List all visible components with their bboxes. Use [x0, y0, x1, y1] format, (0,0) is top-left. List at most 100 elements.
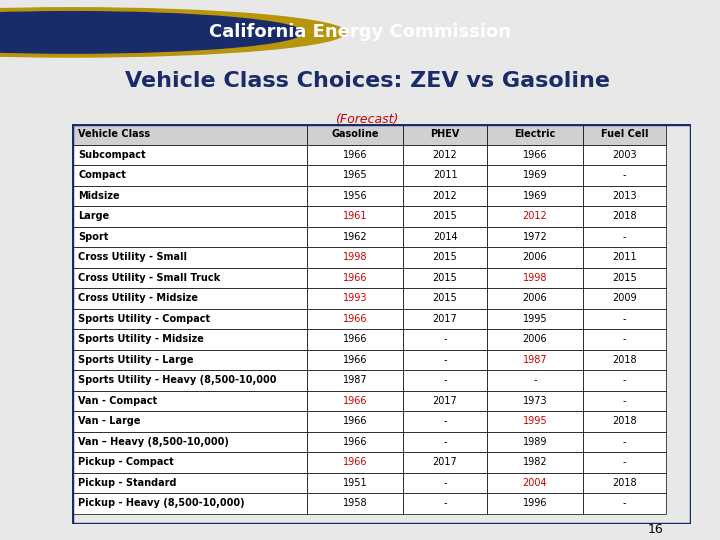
Text: California Energy Commission: California Energy Commission: [209, 23, 511, 42]
FancyBboxPatch shape: [307, 247, 403, 268]
FancyBboxPatch shape: [403, 247, 487, 268]
Text: 1987: 1987: [523, 355, 547, 365]
FancyBboxPatch shape: [582, 472, 667, 493]
Text: 1998: 1998: [523, 273, 547, 283]
FancyBboxPatch shape: [307, 268, 403, 288]
Text: 2017: 2017: [433, 457, 457, 467]
Text: -: -: [444, 355, 447, 365]
Text: Vehicle Class: Vehicle Class: [78, 130, 150, 139]
FancyBboxPatch shape: [72, 268, 307, 288]
FancyBboxPatch shape: [307, 472, 403, 493]
Text: 1958: 1958: [343, 498, 368, 508]
Text: 2017: 2017: [433, 396, 457, 406]
Text: Compact: Compact: [78, 171, 126, 180]
Text: 1966: 1966: [523, 150, 547, 160]
FancyBboxPatch shape: [72, 370, 307, 390]
FancyBboxPatch shape: [307, 390, 403, 411]
FancyBboxPatch shape: [487, 288, 582, 309]
FancyBboxPatch shape: [403, 390, 487, 411]
FancyBboxPatch shape: [72, 165, 307, 186]
Text: 1951: 1951: [343, 478, 368, 488]
FancyBboxPatch shape: [307, 493, 403, 514]
FancyBboxPatch shape: [582, 411, 667, 431]
Text: Sports Utility - Compact: Sports Utility - Compact: [78, 314, 210, 324]
Text: 2004: 2004: [523, 478, 547, 488]
FancyBboxPatch shape: [403, 288, 487, 309]
FancyBboxPatch shape: [582, 370, 667, 390]
Text: Sports Utility - Midsize: Sports Utility - Midsize: [78, 334, 204, 345]
FancyBboxPatch shape: [403, 431, 487, 452]
Text: Van – Heavy (8,500-10,000): Van – Heavy (8,500-10,000): [78, 437, 229, 447]
Text: 2006: 2006: [523, 252, 547, 262]
FancyBboxPatch shape: [582, 309, 667, 329]
FancyBboxPatch shape: [582, 329, 667, 349]
Text: 1966: 1966: [343, 334, 367, 345]
Text: 2015: 2015: [433, 273, 457, 283]
Text: 2018: 2018: [612, 416, 637, 427]
FancyBboxPatch shape: [307, 452, 403, 472]
Text: 1998: 1998: [343, 252, 367, 262]
FancyBboxPatch shape: [487, 186, 582, 206]
Text: Pickup - Heavy (8,500-10,000): Pickup - Heavy (8,500-10,000): [78, 498, 245, 508]
Text: 2011: 2011: [612, 252, 637, 262]
FancyBboxPatch shape: [307, 411, 403, 431]
FancyBboxPatch shape: [72, 309, 307, 329]
Text: 2013: 2013: [612, 191, 637, 201]
Text: 2015: 2015: [433, 212, 457, 221]
Text: 1966: 1966: [343, 457, 367, 467]
Text: -: -: [623, 498, 626, 508]
FancyBboxPatch shape: [72, 493, 307, 514]
FancyBboxPatch shape: [403, 452, 487, 472]
FancyBboxPatch shape: [403, 206, 487, 227]
FancyBboxPatch shape: [582, 452, 667, 472]
Text: -: -: [623, 375, 626, 386]
FancyBboxPatch shape: [72, 452, 307, 472]
FancyBboxPatch shape: [72, 186, 307, 206]
Text: 1965: 1965: [343, 171, 368, 180]
FancyBboxPatch shape: [582, 268, 667, 288]
Text: 2015: 2015: [433, 252, 457, 262]
Text: Pickup - Compact: Pickup - Compact: [78, 457, 174, 467]
Text: -: -: [444, 478, 447, 488]
FancyBboxPatch shape: [487, 452, 582, 472]
Text: 2012: 2012: [433, 191, 457, 201]
FancyBboxPatch shape: [403, 145, 487, 165]
Text: -: -: [623, 171, 626, 180]
FancyBboxPatch shape: [403, 329, 487, 349]
Text: Cross Utility - Small: Cross Utility - Small: [78, 252, 187, 262]
Text: 1956: 1956: [343, 191, 368, 201]
FancyBboxPatch shape: [307, 349, 403, 370]
Text: 1966: 1966: [343, 416, 367, 427]
Text: -: -: [533, 375, 536, 386]
FancyBboxPatch shape: [403, 268, 487, 288]
FancyBboxPatch shape: [582, 288, 667, 309]
FancyBboxPatch shape: [307, 165, 403, 186]
Text: 2015: 2015: [433, 293, 457, 303]
Text: -: -: [623, 232, 626, 242]
FancyBboxPatch shape: [307, 329, 403, 349]
FancyBboxPatch shape: [307, 145, 403, 165]
FancyBboxPatch shape: [403, 227, 487, 247]
Text: Van - Compact: Van - Compact: [78, 396, 157, 406]
Text: 1987: 1987: [343, 375, 368, 386]
FancyBboxPatch shape: [582, 390, 667, 411]
Text: 1973: 1973: [523, 396, 547, 406]
Text: 1969: 1969: [523, 171, 547, 180]
Circle shape: [0, 12, 302, 53]
Text: 2014: 2014: [433, 232, 457, 242]
FancyBboxPatch shape: [307, 431, 403, 452]
FancyBboxPatch shape: [72, 227, 307, 247]
FancyBboxPatch shape: [403, 493, 487, 514]
Text: 2012: 2012: [523, 212, 547, 221]
FancyBboxPatch shape: [72, 472, 307, 493]
FancyBboxPatch shape: [403, 411, 487, 431]
Text: -: -: [444, 375, 447, 386]
Text: -: -: [623, 314, 626, 324]
Text: Large: Large: [78, 212, 109, 221]
Text: -: -: [444, 334, 447, 345]
Text: 1995: 1995: [523, 416, 547, 427]
Text: 1966: 1966: [343, 437, 367, 447]
FancyBboxPatch shape: [403, 186, 487, 206]
FancyBboxPatch shape: [72, 431, 307, 452]
FancyBboxPatch shape: [72, 124, 307, 145]
